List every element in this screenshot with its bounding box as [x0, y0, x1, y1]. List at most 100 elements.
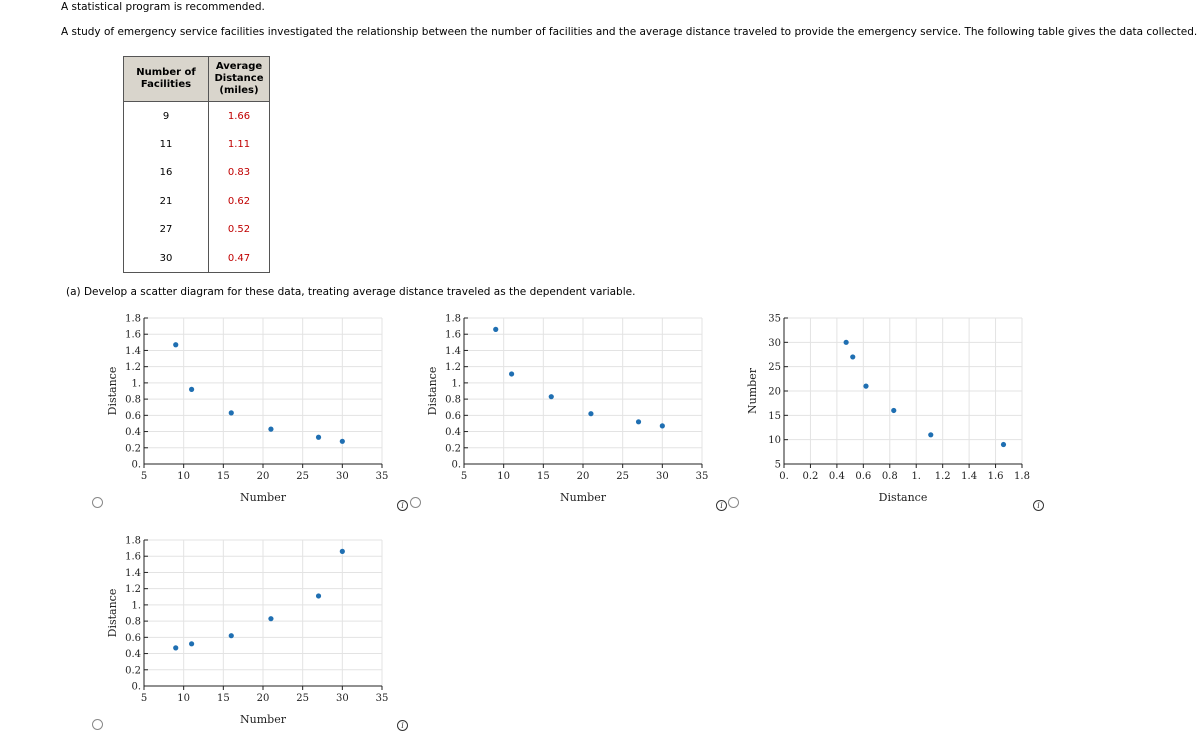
option-1-radio[interactable] [92, 497, 103, 508]
facilities-cell: 11 [123, 130, 209, 159]
distance-cell: 0.52 [208, 215, 270, 244]
y-tick-label: 0.4 [125, 649, 141, 660]
data-point [189, 386, 195, 392]
facilities-cell: 21 [123, 187, 209, 216]
option-2-radio[interactable] [410, 497, 421, 508]
data-point [588, 411, 594, 417]
x-tick-label: 30 [656, 471, 669, 482]
x-tick-label: 0.6 [855, 471, 871, 482]
info-icon[interactable]: i [716, 500, 727, 511]
table-row: 16 0.83 [123, 158, 270, 188]
y-tick-label: 1.4 [445, 346, 461, 357]
x-tick-label: 20 [257, 471, 270, 482]
distance-cell: 0.83 [208, 158, 270, 188]
data-point [891, 407, 897, 414]
data-point [635, 419, 642, 425]
x-tick-label: 15 [217, 471, 230, 482]
info-icon[interactable]: i [1033, 500, 1044, 511]
y-tick-label: 15 [768, 411, 781, 422]
problem-statement: A study of emergency service facilities … [61, 26, 1198, 38]
data-point [173, 342, 179, 348]
distance-cell: 1.11 [208, 130, 270, 159]
facilities-cell: 9 [123, 101, 209, 131]
y-tick-label: 1. [131, 378, 141, 389]
y-tick-label: 1.8 [125, 536, 141, 547]
x-tick-label: 5 [141, 471, 147, 482]
table-row: 11 1.11 [123, 130, 270, 159]
x-tick-label: 0.4 [829, 471, 845, 482]
facilities-cell: 27 [123, 215, 209, 244]
distance-cell: 1.66 [208, 101, 270, 131]
part-a-question: (a) Develop a scatter diagram for these … [66, 286, 636, 298]
scatter-chart-option-2: 5 10 15 20 25 30 35 0. 0.2 0.4 0.6 0.8 1. 1.2 1.4 1.6 1.… [426, 314, 709, 505]
scatter-chart-option-1: 5 10 15 20 25 30 35 0. 0.2 0.4 0.6 0.8 1. 1.2 1.4 1.6 1.… [106, 314, 389, 505]
y-tick-label: 1. [451, 378, 461, 389]
y-tick-label: 0. [451, 460, 461, 471]
y-tick-label: 0.2 [125, 443, 141, 454]
scatter-chart-option-4: 5 10 15 20 25 30 35 0. 0.2 0.4 0.6 0.8 1. 1.2 1.4 1.6 1.… [106, 536, 389, 727]
data-point [315, 434, 322, 440]
y-tick-label: 1.8 [445, 314, 461, 325]
info-icon[interactable]: i [397, 500, 408, 511]
option-3-radio[interactable] [728, 497, 739, 508]
option-4-radio[interactable] [92, 719, 103, 730]
data-point [928, 432, 934, 438]
facilities-cell: 16 [123, 158, 209, 188]
x-tick-label: 0.8 [882, 471, 898, 482]
data-point [850, 354, 856, 360]
header-facilities: Number of Facilities [123, 56, 209, 102]
data-point [173, 645, 179, 651]
y-tick-label: 1.2 [125, 362, 141, 373]
data-point [339, 548, 345, 554]
x-tick-label: 1. [911, 471, 921, 482]
y-tick-label: 0.2 [125, 665, 141, 676]
y-tick-label: 1.2 [125, 584, 141, 595]
y-tick-label: 1.8 [125, 314, 141, 325]
data-point [228, 633, 234, 639]
x-tick-label: 30 [336, 693, 349, 704]
data-point [315, 593, 322, 599]
header-distance: Average Distance (miles) [208, 56, 270, 102]
data-table: Number of Facilities Average Distance (m… [123, 56, 270, 274]
data-point [548, 394, 554, 400]
x-tick-label: 10 [497, 471, 510, 482]
y-tick-label: 0. [131, 460, 141, 471]
y-tick-label: 35 [768, 314, 781, 325]
x-tick-label: 35 [376, 471, 389, 482]
x-tick-label: 35 [376, 693, 389, 704]
y-axis-label: Distance [106, 367, 119, 416]
x-tick-label: 1.2 [935, 471, 951, 482]
x-tick-label: 5 [461, 471, 467, 482]
table-row: 30 0.47 [123, 243, 270, 274]
data-point [228, 410, 234, 416]
y-axis-label: Distance [426, 367, 439, 416]
x-tick-label: 1.8 [1014, 471, 1030, 482]
y-tick-label: 1.4 [125, 568, 141, 579]
data-point [863, 383, 869, 389]
y-tick-label: 1.4 [125, 346, 141, 357]
x-tick-label: 10 [177, 693, 190, 704]
data-point [659, 423, 665, 429]
y-tick-label: 0.2 [445, 443, 461, 454]
x-tick-label: 25 [616, 471, 629, 482]
y-tick-label: 10 [768, 435, 781, 446]
y-tick-label: 0.6 [445, 411, 461, 422]
x-tick-label: 0. [779, 471, 789, 482]
data-point [1000, 441, 1007, 448]
table-row: 27 0.52 [123, 215, 270, 244]
x-tick-label: 20 [577, 471, 590, 482]
y-axis-label: Distance [106, 589, 119, 638]
y-tick-label: 0.8 [445, 395, 461, 406]
distance-cell: 0.47 [208, 243, 270, 274]
x-tick-label: 1.6 [988, 471, 1004, 482]
info-icon[interactable]: i [397, 720, 408, 731]
y-tick-label: 0.6 [125, 411, 141, 422]
y-tick-label: 30 [768, 338, 781, 349]
x-tick-label: 25 [296, 693, 309, 704]
table-row: 21 0.62 [123, 187, 270, 216]
y-axis-label: Number [746, 367, 759, 414]
x-tick-label: 35 [696, 471, 709, 482]
x-tick-label: 0.2 [802, 471, 818, 482]
y-tick-label: 5 [775, 460, 781, 471]
y-tick-label: 1.6 [125, 552, 141, 563]
